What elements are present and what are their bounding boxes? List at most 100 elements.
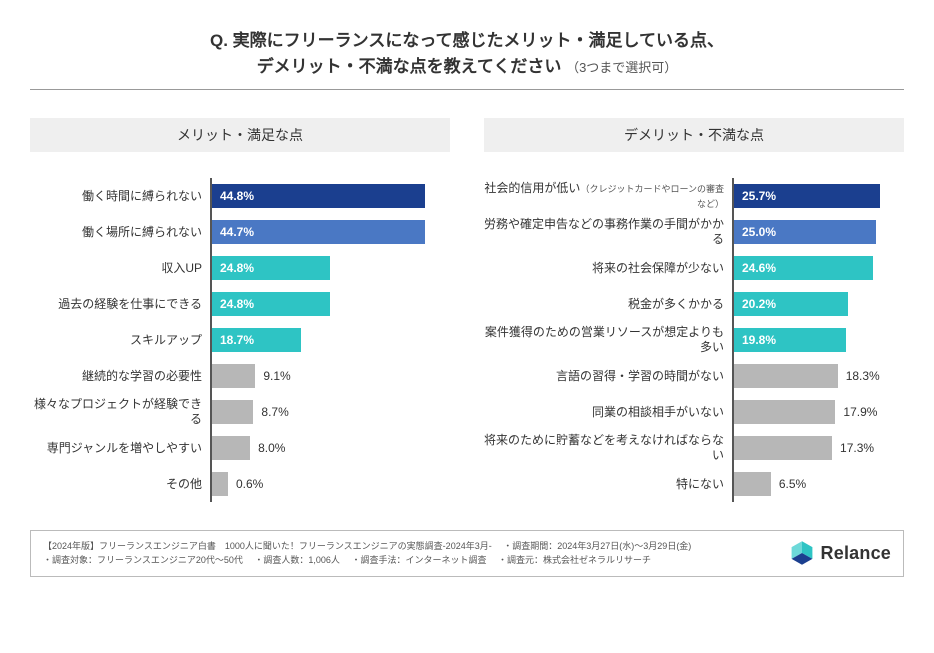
bar-row: 同業の相談相手がいない 17.9% xyxy=(484,394,904,430)
footer-line2d: 調査元：株式会社ゼネラルリサーチ xyxy=(498,555,651,565)
bar-fill xyxy=(734,364,838,388)
bar-label: 専門ジャンルを増やしやすい xyxy=(30,441,210,456)
bar-area: 20.2% xyxy=(732,286,904,322)
title-block: Q. 実際にフリーランスになって感じたメリット・満足している点、 デメリット・不… xyxy=(30,28,904,79)
bar-label: 社会的信用が低い（クレジットカードやローンの審査など） xyxy=(484,181,732,211)
footer-line2c: 調査手法：インターネット調査 xyxy=(351,555,486,565)
bar-fill: 25.0% xyxy=(734,220,876,244)
chart-demerits-header: デメリット・不満な点 xyxy=(484,118,904,152)
logo-text: Relance xyxy=(821,539,891,568)
bar-area: 0.6% xyxy=(210,466,450,502)
title-line2-text: デメリット・不満な点を教えてください xyxy=(257,57,562,76)
bar-row: 特にない 6.5% xyxy=(484,466,904,502)
bar-row: その他 0.6% xyxy=(30,466,450,502)
bar-value: 6.5% xyxy=(779,477,806,491)
title-line-1: Q. 実際にフリーランスになって感じたメリット・満足している点、 xyxy=(30,28,904,54)
bar-row: 社会的信用が低い（クレジットカードやローンの審査など）25.7% xyxy=(484,178,904,214)
title-line-2: デメリット・不満な点を教えてください （3つまで選択可） xyxy=(30,54,904,80)
bar-label: 様々なプロジェクトが経験できる xyxy=(30,397,210,427)
title-line1-text: 実際にフリーランスになって感じたメリット・満足している点、 xyxy=(233,31,724,50)
bar-area: 44.7% xyxy=(210,214,450,250)
bar-row: 専門ジャンルを増やしやすい 8.0% xyxy=(30,430,450,466)
chart-merits-header: メリット・満足な点 xyxy=(30,118,450,152)
bar-label: 同業の相談相手がいない xyxy=(484,405,732,420)
bar-area: 25.7% xyxy=(732,178,904,214)
bar-fill: 44.8% xyxy=(212,184,425,208)
chart-merits-bars: 働く時間に縛られない44.8%働く場所に縛られない44.7%収入UP24.8%過… xyxy=(30,178,450,502)
bar-label: 税金が多くかかる xyxy=(484,297,732,312)
bar-area: 8.7% xyxy=(210,394,450,430)
title-rule xyxy=(30,89,904,90)
bar-area: 6.5% xyxy=(732,466,904,502)
bar-fill xyxy=(734,436,832,460)
bar-row: 将来のために貯蓄などを考えなければならない17.3% xyxy=(484,430,904,466)
bar-row: 労務や確定申告などの事務作業の手間がかかる25.0% xyxy=(484,214,904,250)
bar-label: 将来のために貯蓄などを考えなければならない xyxy=(484,433,732,463)
bar-row: 収入UP24.8% xyxy=(30,250,450,286)
bar-fill: 19.8% xyxy=(734,328,846,352)
bar-label: 働く場所に縛られない xyxy=(30,225,210,240)
bar-area: 25.0% xyxy=(732,214,904,250)
bar-row: 言語の習得・学習の時間がない18.3% xyxy=(484,358,904,394)
bar-fill xyxy=(212,400,253,424)
bar-area: 17.3% xyxy=(732,430,904,466)
bar-row: 働く時間に縛られない44.8% xyxy=(30,178,450,214)
footer-line1b: 調査期間：2024年3月27日(水)～3月29日(金) xyxy=(503,541,691,551)
bar-area: 18.3% xyxy=(732,358,904,394)
bar-area: 24.6% xyxy=(732,250,904,286)
bar-row: スキルアップ18.7% xyxy=(30,322,450,358)
bar-value: 17.9% xyxy=(843,405,877,419)
title-prefix: Q. xyxy=(210,31,233,50)
bar-value: 9.1% xyxy=(263,369,290,383)
bar-area: 44.8% xyxy=(210,178,450,214)
bar-area: 24.8% xyxy=(210,286,450,322)
bar-label: 特にない xyxy=(484,477,732,492)
bar-row: 様々なプロジェクトが経験できる 8.7% xyxy=(30,394,450,430)
bar-label: 労務や確定申告などの事務作業の手間がかかる xyxy=(484,217,732,247)
bar-area: 17.9% xyxy=(732,394,904,430)
bar-row: 税金が多くかかる20.2% xyxy=(484,286,904,322)
bar-label: スキルアップ xyxy=(30,333,210,348)
bar-fill xyxy=(212,364,255,388)
bar-fill: 44.7% xyxy=(212,220,425,244)
bar-area: 19.8% xyxy=(732,322,904,358)
bar-fill xyxy=(734,400,835,424)
bar-fill: 18.7% xyxy=(212,328,301,352)
bar-fill: 24.8% xyxy=(212,256,330,280)
footer-text: 【2024年版】フリーランスエンジニア白書 1000人に聞いた！フリーランスエン… xyxy=(43,539,789,568)
bar-label: 継続的な学習の必要性 xyxy=(30,369,210,384)
bar-row: 継続的な学習の必要性 9.1% xyxy=(30,358,450,394)
bar-area: 8.0% xyxy=(210,430,450,466)
bar-row: 案件獲得のための営業リソースが想定よりも多い19.8% xyxy=(484,322,904,358)
bar-area: 24.8% xyxy=(210,250,450,286)
footer: 【2024年版】フリーランスエンジニア白書 1000人に聞いた！フリーランスエン… xyxy=(30,530,904,577)
chart-merits: メリット・満足な点 働く時間に縛られない44.8%働く場所に縛られない44.7%… xyxy=(30,118,450,502)
chart-demerits-bars: 社会的信用が低い（クレジットカードやローンの審査など）25.7%労務や確定申告な… xyxy=(484,178,904,502)
footer-line2b: 調査人数：1,006人 xyxy=(254,555,340,565)
bar-value: 0.6% xyxy=(236,477,263,491)
bar-fill: 25.7% xyxy=(734,184,880,208)
bar-label: 言語の習得・学習の時間がない xyxy=(484,369,732,384)
bar-row: 働く場所に縛られない44.7% xyxy=(30,214,450,250)
chart-demerits: デメリット・不満な点 社会的信用が低い（クレジットカードやローンの審査など）25… xyxy=(484,118,904,502)
logo: Relance xyxy=(789,539,891,568)
bar-fill xyxy=(212,472,228,496)
bar-row: 将来の社会保障が少ない24.6% xyxy=(484,250,904,286)
bar-label: 案件獲得のための営業リソースが想定よりも多い xyxy=(484,325,732,355)
footer-line1a: 【2024年版】フリーランスエンジニア白書 1000人に聞いた！フリーランスエン… xyxy=(43,541,492,551)
bar-label: 働く時間に縛られない xyxy=(30,189,210,204)
bar-label: その他 xyxy=(30,477,210,492)
bar-area: 18.7% xyxy=(210,322,450,358)
bar-fill: 24.8% xyxy=(212,292,330,316)
bar-value: 8.7% xyxy=(261,405,288,419)
bar-label: 将来の社会保障が少ない xyxy=(484,261,732,276)
charts-container: メリット・満足な点 働く時間に縛られない44.8%働く場所に縛られない44.7%… xyxy=(30,118,904,502)
bar-label-small: （クレジットカードやローンの審査など） xyxy=(580,184,724,209)
footer-line2a: 調査対象：フリーランスエンジニア20代～50代 xyxy=(43,555,243,565)
bar-fill: 20.2% xyxy=(734,292,848,316)
bar-fill: 24.6% xyxy=(734,256,873,280)
bar-area: 9.1% xyxy=(210,358,450,394)
bar-value: 8.0% xyxy=(258,441,285,455)
bar-row: 過去の経験を仕事にできる24.8% xyxy=(30,286,450,322)
bar-label: 過去の経験を仕事にできる xyxy=(30,297,210,312)
